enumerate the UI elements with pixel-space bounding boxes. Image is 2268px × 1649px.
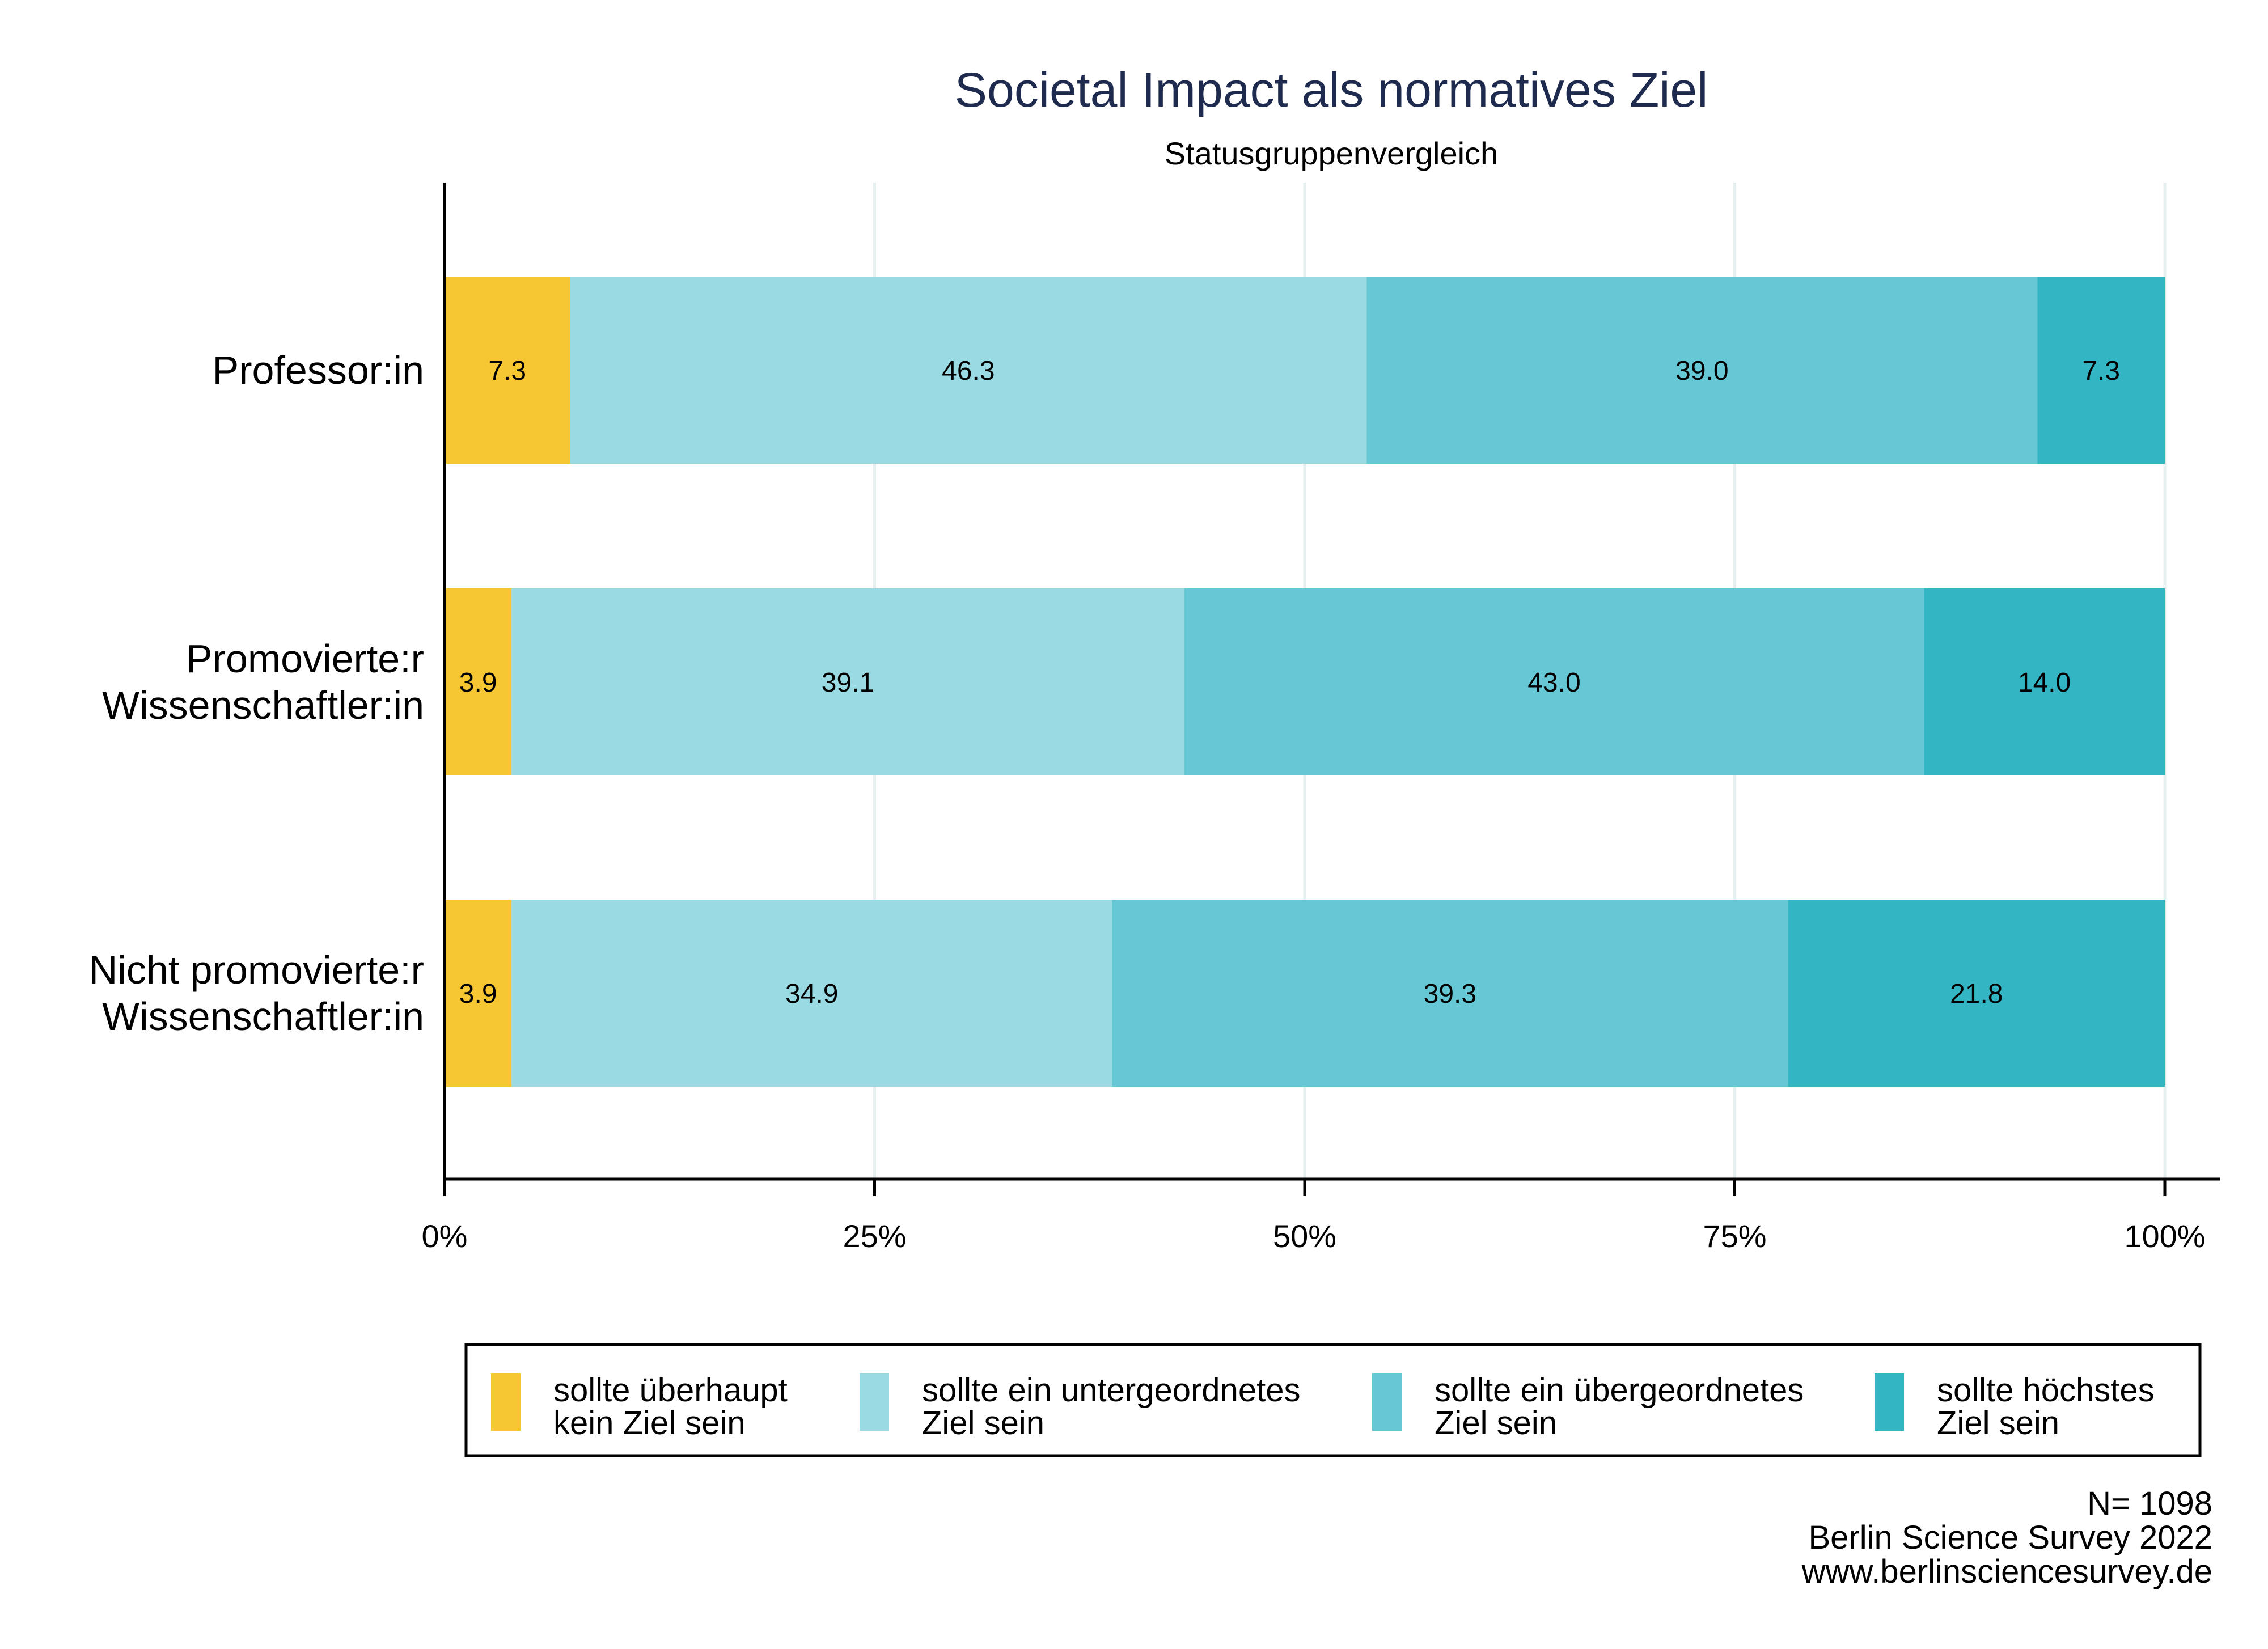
category-label-2: Nicht promovierte:r Wissenschaftler:in bbox=[89, 948, 424, 1038]
legend-label-3: sollte höchstes Ziel sein bbox=[1937, 1372, 2155, 1442]
sample-size: N= 1098 bbox=[2087, 1485, 2212, 1522]
legend-swatch-2 bbox=[1372, 1373, 1402, 1431]
legend: sollte überhaupt kein Ziel sein sollte ein… bbox=[491, 1372, 2155, 1442]
legend-label-line: sollte ein untergeordnetes bbox=[922, 1372, 1300, 1409]
category-label-line: Professor:in bbox=[213, 348, 424, 392]
legend-item-2: sollte ein übergeordnetes Ziel sein bbox=[1372, 1372, 1804, 1442]
legend-label-line: Ziel sein bbox=[922, 1405, 1044, 1442]
legend-label-line: kein Ziel sein bbox=[553, 1405, 745, 1442]
bar-segment-1-3 bbox=[1924, 588, 2165, 775]
bar-segment-0-3 bbox=[2037, 277, 2165, 464]
legend-label-line: Ziel sein bbox=[1937, 1405, 2059, 1442]
bar-segment-1-2 bbox=[1184, 588, 1924, 775]
category-label-line: Wissenschaftler:in bbox=[102, 994, 424, 1038]
legend-swatch-3 bbox=[1875, 1373, 1904, 1431]
survey-name: Berlin Science Survey 2022 bbox=[1808, 1519, 2212, 1556]
legend-swatch-0 bbox=[491, 1373, 521, 1431]
data-label-2-1: 34.9 bbox=[785, 979, 838, 1009]
data-label-0-1: 46.3 bbox=[942, 356, 995, 386]
category-label-1: Promovierte:r Wissenschaftler:in bbox=[102, 637, 424, 727]
x-tick-label-25: 25% bbox=[843, 1218, 906, 1254]
legend-label-line: Ziel sein bbox=[1435, 1405, 1557, 1442]
chart-title: Societal Impact als normatives Ziel bbox=[955, 63, 1708, 117]
bar-segment-2-2 bbox=[1112, 900, 1788, 1087]
legend-label-line: sollte höchstes bbox=[1937, 1372, 2155, 1409]
data-label-2-3: 21.8 bbox=[1950, 979, 2003, 1009]
chart-subtitle: Statusgruppenvergleich bbox=[1165, 135, 1498, 171]
legend-item-1: sollte ein untergeordnetes Ziel sein bbox=[860, 1372, 1300, 1442]
legend-box bbox=[464, 1343, 2202, 1457]
bar-segment-0-2 bbox=[1366, 277, 2038, 464]
x-tick-label-0: 0% bbox=[422, 1218, 468, 1254]
legend-item-0: sollte überhaupt kein Ziel sein bbox=[491, 1372, 788, 1442]
bar-segment-1-1 bbox=[511, 588, 1184, 775]
legend-item-3: sollte höchstes Ziel sein bbox=[1875, 1372, 2155, 1442]
category-label-line: Wissenschaftler:in bbox=[102, 683, 424, 727]
survey-url: www.berlinsciencesurvey.de bbox=[1801, 1553, 2212, 1590]
category-label-line: Promovierte:r bbox=[186, 637, 424, 681]
bar-segment-1-0 bbox=[445, 588, 512, 775]
bar-segment-0-0 bbox=[445, 277, 570, 464]
bars bbox=[445, 277, 2165, 1087]
data-label-0-0: 7.3 bbox=[488, 356, 526, 386]
legend-label-line: sollte ein übergeordnetes bbox=[1435, 1372, 1804, 1409]
category-label-line: Nicht promovierte:r bbox=[89, 948, 424, 992]
data-label-1-2: 43.0 bbox=[1527, 668, 1580, 698]
legend-label-2: sollte ein übergeordnetes Ziel sein bbox=[1435, 1372, 1804, 1442]
legend-label-line: sollte überhaupt bbox=[553, 1372, 788, 1409]
data-label-2-0: 3.9 bbox=[459, 979, 497, 1009]
data-labels: 7.3 46.3 39.0 7.3 3.9 39.1 43.0 14.0 3.9 34.9 39.3… bbox=[459, 356, 2120, 1009]
data-label-0-2: 39.0 bbox=[1675, 356, 1728, 386]
data-label-1-3: 14.0 bbox=[2018, 668, 2071, 698]
x-tick-label-100: 100% bbox=[2124, 1218, 2205, 1254]
source-note: N= 1098 Berlin Science Survey 2022 www.b… bbox=[1801, 1485, 2212, 1590]
legend-swatch-1 bbox=[860, 1373, 889, 1431]
category-label-0: Professor:in bbox=[213, 348, 424, 392]
legend-label-0: sollte überhaupt kein Ziel sein bbox=[553, 1372, 788, 1442]
data-label-1-1: 39.1 bbox=[822, 668, 874, 698]
bar-segment-2-0 bbox=[445, 900, 512, 1087]
bar-segment-0-1 bbox=[570, 277, 1367, 464]
data-label-0-3: 7.3 bbox=[2082, 356, 2120, 386]
x-axis-ticks: 0% 25% 50% 75% 100% bbox=[422, 1179, 2206, 1254]
data-label-2-2: 39.3 bbox=[1424, 979, 1476, 1009]
data-label-1-0: 3.9 bbox=[459, 668, 497, 698]
x-tick-label-75: 75% bbox=[1703, 1218, 1766, 1254]
bar-segment-2-1 bbox=[511, 900, 1112, 1087]
bar-segment-2-3 bbox=[1788, 900, 2165, 1087]
x-tick-label-50: 50% bbox=[1273, 1218, 1336, 1254]
legend-label-1: sollte ein untergeordnetes Ziel sein bbox=[922, 1372, 1300, 1442]
